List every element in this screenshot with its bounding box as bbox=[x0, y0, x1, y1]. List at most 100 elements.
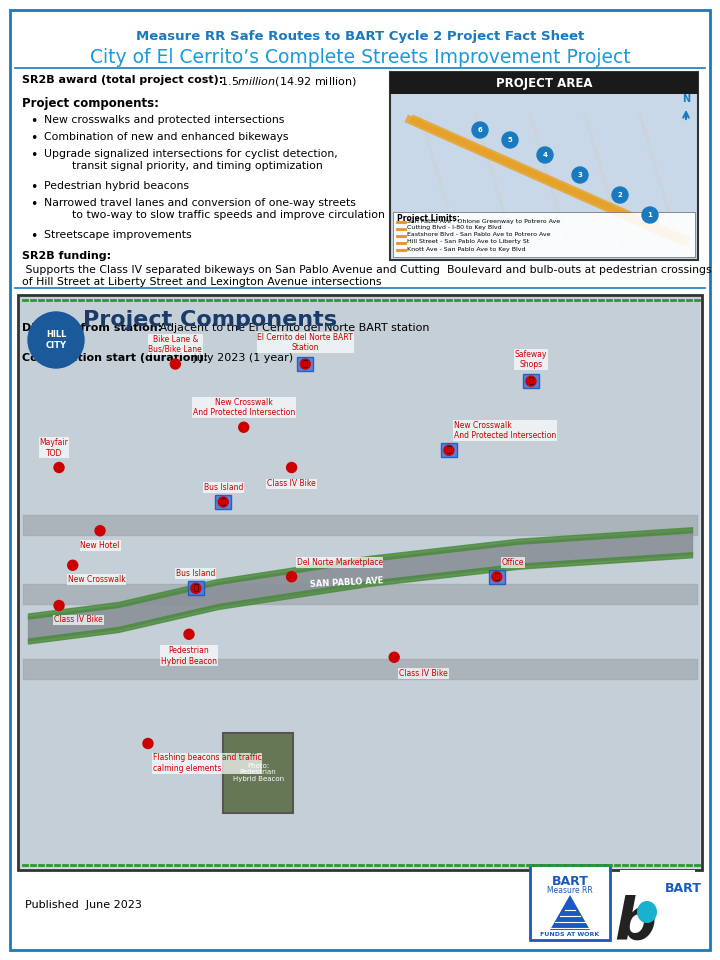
Text: 4: 4 bbox=[542, 152, 547, 158]
Circle shape bbox=[537, 147, 553, 163]
Text: 🚌: 🚌 bbox=[446, 445, 451, 455]
Text: El Cerrito del Norte BART
Station: El Cerrito del Norte BART Station bbox=[258, 332, 353, 352]
Circle shape bbox=[54, 463, 64, 472]
Circle shape bbox=[143, 738, 153, 749]
Bar bbox=[297, 357, 313, 371]
Text: New Hotel: New Hotel bbox=[81, 540, 120, 550]
Circle shape bbox=[218, 497, 228, 507]
Circle shape bbox=[95, 526, 105, 536]
Text: Office: Office bbox=[502, 558, 524, 566]
Text: 6: 6 bbox=[477, 127, 482, 133]
Bar bbox=[215, 495, 231, 509]
Bar bbox=[223, 732, 293, 812]
Text: Combination of new and enhanced bikeways: Combination of new and enhanced bikeways bbox=[44, 132, 289, 142]
Text: Class IV Bike: Class IV Bike bbox=[399, 669, 448, 679]
Text: Pedestrian hybrid beacons: Pedestrian hybrid beacons bbox=[44, 181, 189, 191]
Text: Project Limits:: Project Limits: bbox=[397, 214, 460, 223]
Circle shape bbox=[390, 652, 399, 662]
Text: 🚌: 🚌 bbox=[303, 359, 307, 369]
Circle shape bbox=[68, 561, 78, 570]
Polygon shape bbox=[550, 895, 590, 930]
Bar bbox=[390, 72, 698, 94]
Bar bbox=[18, 295, 702, 870]
Bar bbox=[188, 581, 204, 595]
Text: HILL
CITY: HILL CITY bbox=[45, 330, 66, 349]
Text: Construction start (duration):: Construction start (duration): bbox=[22, 353, 208, 363]
Text: 2: 2 bbox=[618, 192, 622, 198]
Text: 3: 3 bbox=[577, 172, 582, 178]
Text: 🚌: 🚌 bbox=[194, 584, 198, 592]
Text: b: b bbox=[614, 895, 656, 952]
Text: Bus Island: Bus Island bbox=[176, 569, 215, 578]
Text: PROJECT AREA: PROJECT AREA bbox=[496, 77, 593, 89]
Text: City of El Cerrito’s Complete Streets Improvement Project: City of El Cerrito’s Complete Streets Im… bbox=[90, 48, 630, 67]
Bar bbox=[620, 870, 695, 935]
Text: BART: BART bbox=[665, 882, 702, 895]
Text: Mayfair
TOD: Mayfair TOD bbox=[40, 438, 68, 458]
Bar bbox=[20, 297, 700, 868]
Bar bbox=[489, 569, 505, 584]
Text: July 2023 (1 year): July 2023 (1 year) bbox=[190, 353, 293, 363]
Text: •: • bbox=[30, 230, 37, 243]
Circle shape bbox=[287, 463, 297, 472]
Text: •: • bbox=[30, 181, 37, 194]
Text: BART: BART bbox=[552, 875, 588, 888]
Text: 1: 1 bbox=[647, 212, 652, 218]
Text: FUNDS AT WORK: FUNDS AT WORK bbox=[541, 932, 600, 937]
Text: New Crosswalk
And Protected Intersection: New Crosswalk And Protected Intersection bbox=[192, 397, 295, 418]
Circle shape bbox=[300, 359, 310, 369]
Bar bbox=[441, 444, 457, 457]
Text: Published  June 2023: Published June 2023 bbox=[25, 900, 142, 910]
Circle shape bbox=[184, 629, 194, 639]
Text: Eastshore Blvd - San Pablo Ave to Potrero Ave: Eastshore Blvd - San Pablo Ave to Potrer… bbox=[407, 232, 551, 237]
Text: Knott Ave - San Pablo Ave to Key Blvd: Knott Ave - San Pablo Ave to Key Blvd bbox=[407, 247, 526, 252]
Text: Narrowed travel lanes and conversion of one-way streets
        to two-way to sl: Narrowed travel lanes and conversion of … bbox=[44, 198, 385, 220]
Text: Streetscape improvements: Streetscape improvements bbox=[44, 230, 192, 240]
Circle shape bbox=[444, 445, 454, 455]
Text: Bike Lane &
Bus/Bike Lane: Bike Lane & Bus/Bike Lane bbox=[148, 335, 202, 354]
Text: Safeway
Shops: Safeway Shops bbox=[515, 349, 547, 370]
Circle shape bbox=[642, 207, 658, 223]
Text: Class IV Bike: Class IV Bike bbox=[54, 615, 103, 625]
Text: $1.5 million ($14.92 million): $1.5 million ($14.92 million) bbox=[217, 75, 356, 88]
Text: Hill Street - San Pablo Ave to Liberty St: Hill Street - San Pablo Ave to Liberty S… bbox=[407, 239, 529, 245]
Text: New Crosswalk
And Protected Intersection: New Crosswalk And Protected Intersection bbox=[454, 420, 556, 441]
Text: Project Components: Project Components bbox=[83, 310, 337, 330]
Text: Cutting Blvd - I-80 to Key Blvd: Cutting Blvd - I-80 to Key Blvd bbox=[407, 226, 502, 230]
Bar bbox=[393, 212, 695, 257]
Text: San Pablo Ave - Ohlone Greenway to Potrero Ave: San Pablo Ave - Ohlone Greenway to Potre… bbox=[407, 219, 560, 224]
Circle shape bbox=[526, 376, 536, 386]
Text: 🚌: 🚌 bbox=[495, 572, 499, 581]
Text: Flashing beacons and traffic
calming elements: Flashing beacons and traffic calming ele… bbox=[153, 754, 261, 773]
Text: Distance from station:: Distance from station: bbox=[22, 323, 162, 333]
Bar bbox=[530, 865, 610, 940]
Text: Measure RR: Measure RR bbox=[547, 886, 593, 895]
Text: Measure RR Safe Routes to BART Cycle 2 Project Fact Sheet: Measure RR Safe Routes to BART Cycle 2 P… bbox=[136, 30, 584, 43]
Circle shape bbox=[572, 167, 588, 183]
Text: 5: 5 bbox=[508, 137, 513, 143]
Bar bbox=[523, 374, 539, 388]
Text: New crosswalks and protected intersections: New crosswalks and protected intersectio… bbox=[44, 115, 284, 125]
Text: Bus Island: Bus Island bbox=[204, 483, 243, 492]
Circle shape bbox=[171, 359, 180, 369]
Text: •: • bbox=[30, 132, 37, 145]
Circle shape bbox=[191, 584, 201, 593]
Text: SR2B funding:: SR2B funding: bbox=[22, 251, 111, 261]
Bar bbox=[390, 72, 698, 260]
Text: New Crosswalk: New Crosswalk bbox=[68, 575, 125, 585]
Text: •: • bbox=[30, 198, 37, 211]
Text: Class IV Bike: Class IV Bike bbox=[267, 479, 316, 489]
Text: Upgrade signalized intersections for cyclist detection,
        transit signal p: Upgrade signalized intersections for cyc… bbox=[44, 149, 338, 171]
Text: Supports the Class IV separated bikeways on San Pablo Avenue and Cutting  Boulev: Supports the Class IV separated bikeways… bbox=[22, 265, 711, 287]
Text: Photo:
Pedestrian
Hybrid Beacon: Photo: Pedestrian Hybrid Beacon bbox=[233, 762, 284, 782]
Text: Project components:: Project components: bbox=[22, 97, 159, 110]
Circle shape bbox=[502, 132, 518, 148]
Circle shape bbox=[492, 572, 502, 582]
Text: N: N bbox=[682, 94, 690, 104]
Text: 🚌: 🚌 bbox=[221, 497, 225, 507]
Text: Pedestrian
Hybrid Beacon: Pedestrian Hybrid Beacon bbox=[161, 646, 217, 665]
Text: SR2B award (total project cost):: SR2B award (total project cost): bbox=[22, 75, 223, 85]
Circle shape bbox=[239, 422, 248, 432]
Circle shape bbox=[472, 122, 488, 138]
Circle shape bbox=[54, 601, 64, 611]
